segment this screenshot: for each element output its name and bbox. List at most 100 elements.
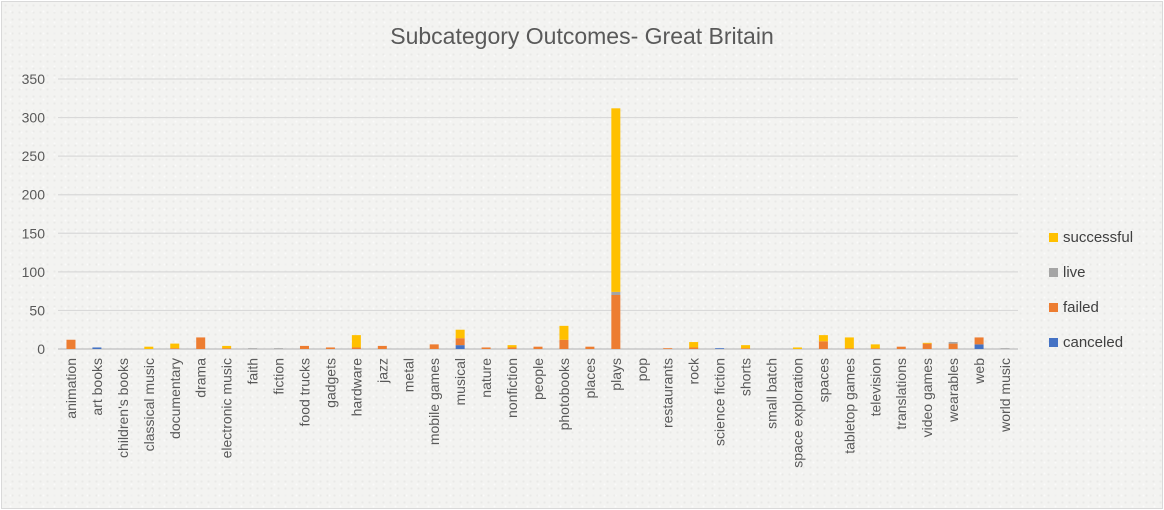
bar-segment-failed bbox=[351, 347, 361, 349]
x-tick-label: art books bbox=[89, 358, 105, 416]
bar-segment-live bbox=[1000, 348, 1010, 349]
bar-segment-failed bbox=[611, 295, 621, 349]
x-tick-label: video games bbox=[919, 358, 935, 437]
y-tick-label: 200 bbox=[22, 187, 46, 203]
x-tick-label: people bbox=[530, 358, 546, 400]
y-tick-label: 50 bbox=[29, 302, 45, 318]
x-tick-label: nature bbox=[478, 358, 494, 398]
legend-label: canceled bbox=[1063, 334, 1124, 351]
legend-swatch bbox=[1049, 268, 1058, 277]
x-tick-label: rock bbox=[686, 357, 702, 384]
y-tick-label: 300 bbox=[22, 110, 46, 126]
bar-segment-successful bbox=[741, 345, 751, 349]
bar-segment-successful bbox=[144, 346, 154, 349]
legend-item-successful: successful bbox=[1049, 220, 1133, 255]
x-tick-label: web bbox=[971, 358, 987, 385]
bar-segment-failed bbox=[818, 341, 828, 349]
x-tick-label: tabletop games bbox=[841, 358, 857, 454]
bar-segment-failed bbox=[948, 343, 958, 349]
x-tick-label: drama bbox=[193, 358, 209, 398]
chart-title: Subcategory Outcomes- Great Britain bbox=[390, 23, 774, 49]
x-tick-label: wearables bbox=[945, 358, 961, 423]
legend-label: failed bbox=[1063, 299, 1099, 316]
x-tick-label: children's books bbox=[115, 358, 131, 458]
x-tick-label: classical music bbox=[141, 358, 157, 451]
x-tick-label: space exploration bbox=[789, 358, 805, 468]
x-tick-label: animation bbox=[63, 358, 79, 419]
x-tick-label: places bbox=[582, 358, 598, 398]
bar-segment-failed bbox=[377, 345, 387, 349]
bar-segment-successful bbox=[818, 335, 828, 342]
x-tick-label: documentary bbox=[167, 358, 183, 439]
bar-segment-failed bbox=[325, 347, 335, 349]
x-tick-label: restaurants bbox=[660, 358, 676, 428]
x-tick-label: television bbox=[867, 358, 883, 416]
bar-segment-canceled bbox=[455, 345, 465, 349]
x-tick-label: gadgets bbox=[322, 358, 338, 408]
legend: successful live failed canceled bbox=[1049, 220, 1133, 360]
bar-segment-live bbox=[248, 348, 258, 349]
x-tick-label: electronic music bbox=[219, 358, 235, 458]
x-tick-label: shorts bbox=[738, 358, 754, 396]
x-tick-label: spaces bbox=[815, 358, 831, 402]
y-tick-label: 100 bbox=[22, 264, 46, 280]
bar-segment-failed bbox=[974, 337, 984, 345]
x-tick-label: jazz bbox=[374, 358, 390, 384]
bar-segment-live bbox=[274, 348, 284, 349]
legend-item-live: live bbox=[1049, 255, 1133, 290]
bar-segment-failed bbox=[533, 346, 543, 349]
x-tick-label: musical bbox=[452, 358, 468, 405]
bar-segment-failed bbox=[585, 346, 595, 349]
legend-item-failed: failed bbox=[1049, 290, 1133, 325]
y-tick-label: 250 bbox=[22, 148, 46, 164]
x-tick-label: science fiction bbox=[712, 358, 728, 446]
bar-segment-failed bbox=[299, 345, 309, 349]
bar-segment-failed bbox=[196, 337, 206, 349]
legend-swatch bbox=[1049, 233, 1058, 242]
bar-segment-canceled bbox=[92, 347, 102, 349]
bar-segment-successful bbox=[507, 345, 517, 348]
x-tick-label: pop bbox=[634, 358, 650, 382]
x-tick-label: mobile games bbox=[426, 358, 442, 445]
legend-swatch bbox=[1049, 303, 1058, 312]
bar-segment-failed bbox=[455, 338, 465, 346]
x-tick-label: photobooks bbox=[556, 358, 572, 430]
bar-segment-failed bbox=[922, 343, 932, 349]
bar-segment-successful bbox=[870, 344, 880, 349]
bar-segment-successful bbox=[792, 347, 802, 349]
bar-segment-canceled bbox=[974, 344, 984, 349]
bar-segment-failed bbox=[222, 348, 232, 349]
bar-segment-failed bbox=[507, 347, 517, 349]
bar-segment-failed bbox=[663, 348, 673, 349]
x-tick-label: plays bbox=[608, 358, 624, 391]
bar-segment-successful bbox=[170, 343, 180, 349]
bar-segment-failed bbox=[741, 348, 751, 349]
bar-segment-failed bbox=[481, 347, 491, 349]
y-tick-label: 150 bbox=[22, 225, 46, 241]
x-tick-label: nonfiction bbox=[504, 358, 520, 418]
x-tick-label: fiction bbox=[271, 358, 287, 395]
bar-segment-failed bbox=[896, 346, 906, 349]
bar-segment-successful bbox=[559, 325, 569, 340]
x-tick-label: small batch bbox=[764, 358, 780, 429]
bar-segment-successful bbox=[222, 345, 232, 349]
bar-segment-successful bbox=[351, 335, 361, 348]
y-tick-label: 350 bbox=[22, 71, 46, 87]
y-tick-label: 0 bbox=[37, 341, 45, 357]
bar-segment-successful bbox=[455, 329, 465, 339]
bar-segment-failed bbox=[689, 347, 699, 349]
x-tick-label: food trucks bbox=[296, 358, 312, 426]
x-tick-label: translations bbox=[893, 358, 909, 430]
bar-segment-failed bbox=[870, 348, 880, 349]
bar-segment-live bbox=[611, 291, 621, 295]
legend-swatch bbox=[1049, 338, 1058, 347]
bar-segment-failed bbox=[170, 348, 180, 349]
bar-segment-failed bbox=[559, 339, 569, 349]
x-tick-label: world music bbox=[997, 358, 1013, 433]
bar-segment-successful bbox=[689, 342, 699, 348]
bar-segment-live bbox=[948, 342, 958, 344]
x-tick-label: faith bbox=[245, 358, 261, 384]
bar-segment-failed bbox=[429, 344, 439, 349]
